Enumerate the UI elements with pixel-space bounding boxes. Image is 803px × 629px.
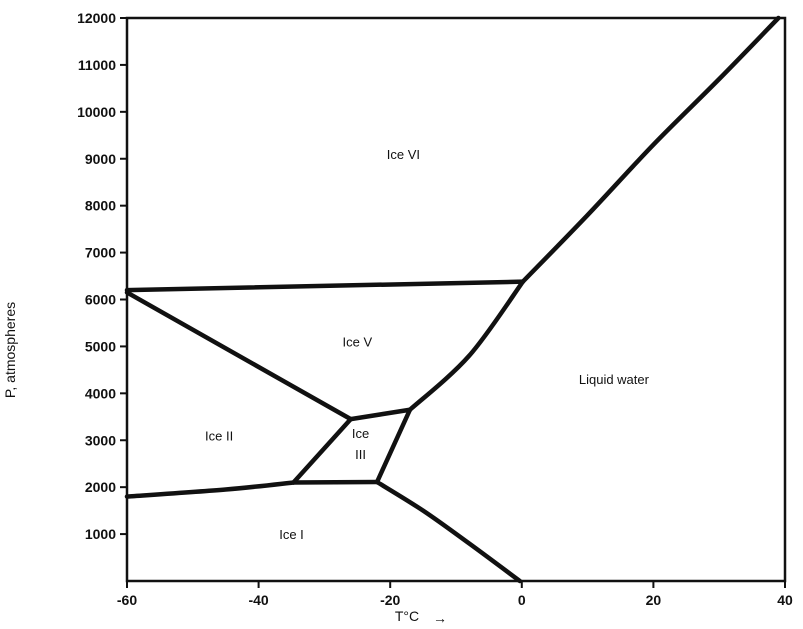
x-tick-label: -40 bbox=[248, 592, 268, 608]
y-tick-label: 5000 bbox=[85, 338, 116, 354]
y-tick-label: 7000 bbox=[85, 245, 116, 261]
region-label: Ice II bbox=[205, 428, 233, 443]
region-label: Ice V bbox=[342, 334, 372, 349]
x-tick-label: 20 bbox=[646, 592, 662, 608]
phase-boundary-line bbox=[374, 407, 413, 485]
x-tick-label: 40 bbox=[777, 592, 793, 608]
y-tick-label: 2000 bbox=[85, 479, 116, 495]
x-tick-label: 0 bbox=[518, 592, 526, 608]
x-axis-title: T°C bbox=[395, 608, 419, 624]
axes: -60 -40 -20 0 20 40 1000 2000 3000 4000 5000 6000 70… bbox=[77, 10, 793, 608]
y-tick-label: 9000 bbox=[85, 151, 116, 167]
y-tick-label: 3000 bbox=[85, 432, 116, 448]
y-axis-title: P, atmospheres bbox=[2, 302, 18, 398]
region-label: Ice bbox=[352, 426, 369, 441]
phase-boundary-line bbox=[374, 479, 523, 584]
y-tick-label: 8000 bbox=[85, 198, 116, 214]
phase-boundary-line bbox=[520, 15, 781, 284]
plot-frame bbox=[125, 16, 787, 583]
region-label: Ice I bbox=[279, 527, 304, 542]
x-tick-label: -20 bbox=[380, 592, 400, 608]
x-tick-label: -60 bbox=[117, 592, 137, 608]
y-tick-label: 10000 bbox=[77, 104, 116, 120]
region-label: Ice VI bbox=[387, 147, 420, 162]
y-tick-label: 12000 bbox=[77, 10, 116, 26]
y-tick-label: 1000 bbox=[85, 526, 116, 542]
phase-boundary-line bbox=[124, 480, 296, 499]
region-label: Liquid water bbox=[579, 372, 650, 387]
phase-boundary-line bbox=[124, 290, 353, 422]
x-axis-arrow-icon: → bbox=[433, 610, 447, 626]
y-tick-label: 4000 bbox=[85, 385, 116, 401]
y-tick-label: 6000 bbox=[85, 292, 116, 308]
phase-boundary-line bbox=[348, 407, 413, 422]
y-tick-label: 11000 bbox=[78, 57, 116, 73]
phase-boundary-line bbox=[407, 279, 526, 413]
region-label: III bbox=[355, 447, 366, 462]
phase-boundary-line bbox=[291, 416, 353, 485]
phase-boundary-line bbox=[124, 279, 526, 293]
plot-area: Ice VI Ice V Liquid water Ice II Ice III Ice I bbox=[124, 15, 781, 584]
